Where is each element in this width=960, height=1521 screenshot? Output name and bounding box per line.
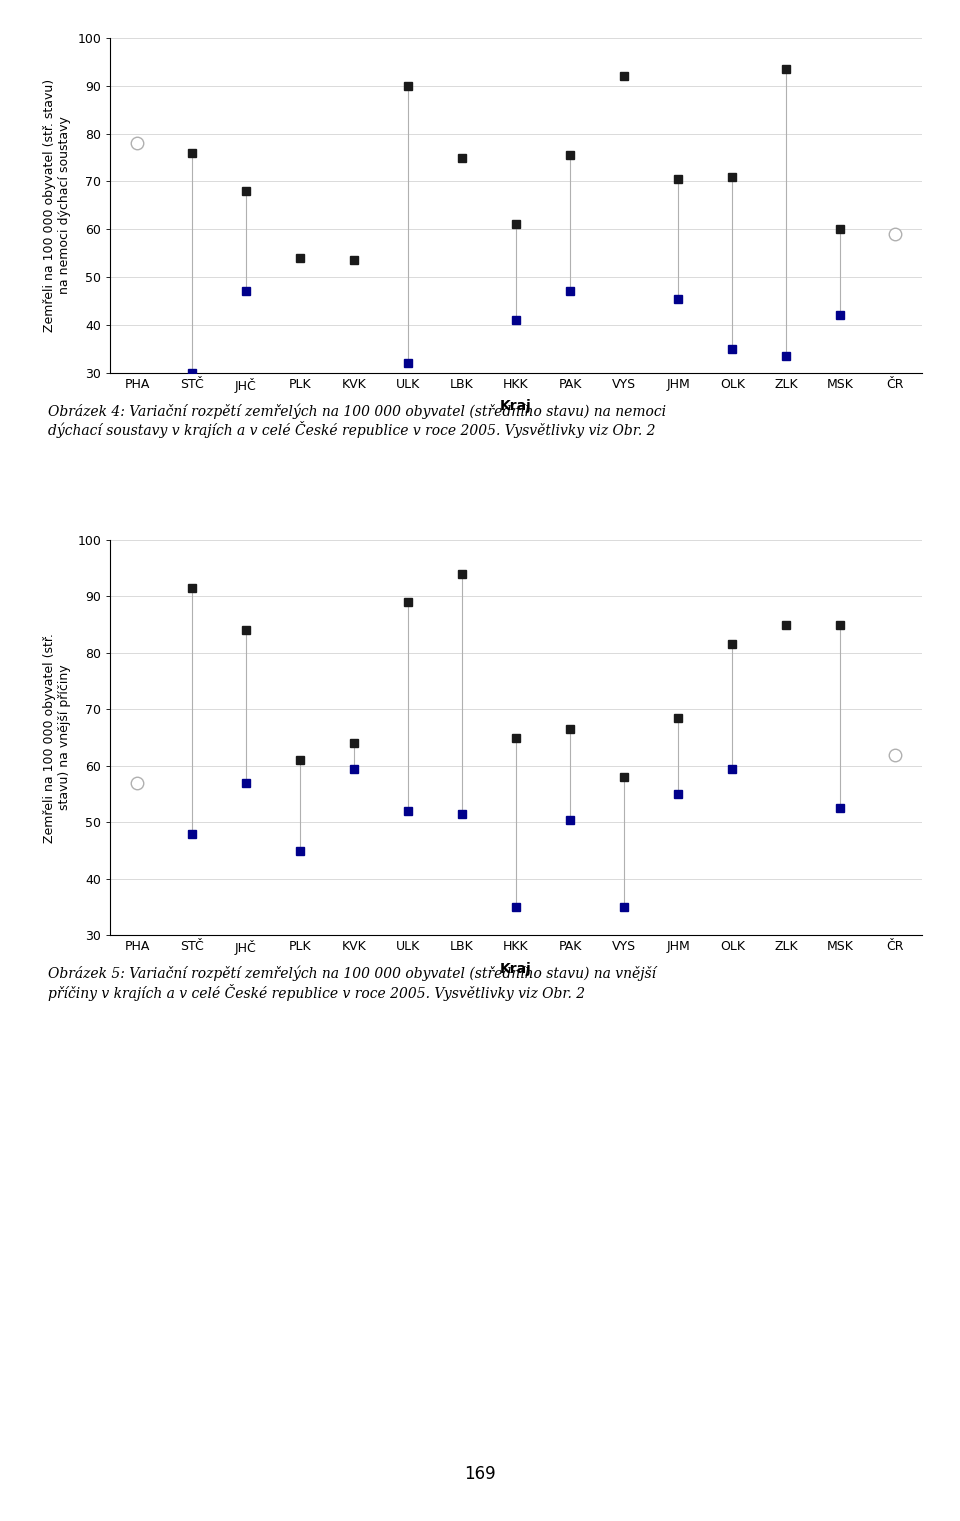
Text: 169: 169 bbox=[465, 1465, 495, 1483]
Y-axis label: Zemřeli na 100 000 obyvatel (stř.
stavu) na vnější příčiny: Zemřeli na 100 000 obyvatel (stř. stavu)… bbox=[42, 633, 70, 843]
X-axis label: Kraj: Kraj bbox=[500, 963, 532, 976]
X-axis label: Kraj: Kraj bbox=[500, 400, 532, 414]
Text: Obrázek 4: Variační rozpětí zemřelých na 100 000 obyvatel (středního stavu) na n: Obrázek 4: Variační rozpětí zemřelých na… bbox=[48, 403, 666, 438]
Text: Obrázek 5: Variační rozpětí zemřelých na 100 000 obyvatel (středního stavu) na v: Obrázek 5: Variační rozpětí zemřelých na… bbox=[48, 966, 656, 1001]
Y-axis label: Zemřeli na 100 000 obyvatel (stř. stavu)
na nemoci dýchací soustavy: Zemřeli na 100 000 obyvatel (stř. stavu)… bbox=[42, 79, 70, 332]
